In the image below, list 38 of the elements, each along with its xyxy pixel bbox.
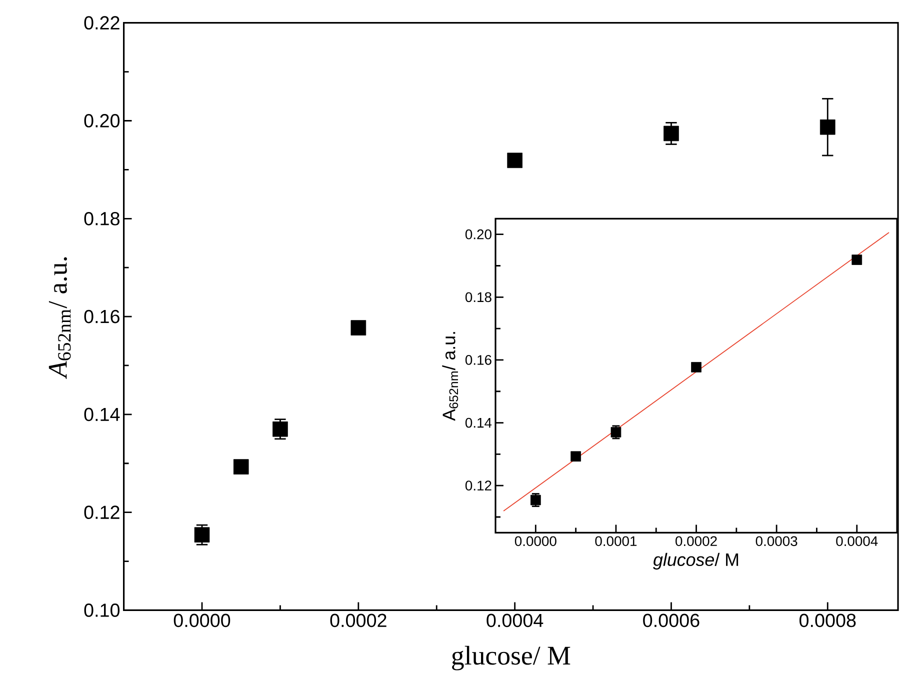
- x-tick-label: 0.0006: [643, 614, 700, 628]
- y-tick-label: 0.16: [84, 310, 120, 324]
- point: [272, 422, 288, 437]
- x-tick-label: 0.0001: [595, 536, 637, 546]
- x-tick-label: 0.0004: [486, 614, 544, 628]
- y-tick-label: 0.12: [84, 506, 120, 520]
- point: [610, 427, 622, 438]
- x-tick-label: 0.0003: [756, 536, 798, 546]
- point: [194, 527, 210, 543]
- point: [691, 362, 702, 373]
- x-axis-title: glucose/ M: [452, 646, 570, 670]
- x-tick-label: 0.0002: [330, 614, 386, 628]
- y-tick-label: 0.20: [465, 230, 492, 240]
- point: [664, 126, 679, 142]
- y-tick-label: 0.16: [465, 355, 492, 366]
- point: [233, 459, 249, 475]
- y-tick-label: 0.12: [465, 480, 492, 491]
- point: [820, 120, 836, 135]
- y-tick-label: 0.18: [84, 212, 120, 226]
- x-tick-label: 0.0002: [676, 536, 717, 546]
- point: [530, 495, 541, 506]
- point: [570, 451, 581, 462]
- y-tick-label: 0.22: [84, 16, 120, 30]
- x-tick-label: 0.0008: [799, 614, 856, 628]
- y-tick-label: 0.14: [465, 418, 492, 428]
- point: [507, 152, 522, 168]
- x-axis-title: glucose/ M: [653, 553, 738, 570]
- x-tick-label: 0.0000: [514, 536, 556, 546]
- x-tick-label: 0.0000: [174, 614, 230, 628]
- point: [350, 320, 366, 336]
- x-tick-label: 0.0004: [836, 536, 878, 546]
- y-tick-label: 0.14: [84, 408, 120, 422]
- y-tick-label: 0.20: [84, 114, 120, 128]
- y-tick-label: 0.10: [84, 604, 120, 618]
- y-axis-title: A$_{652nm}$/ a.u.: [442, 332, 458, 422]
- y-axis-title: A$_{652nm}$/ a.u.: [48, 257, 71, 380]
- y-tick-label: 0.18: [465, 292, 492, 302]
- point: [852, 254, 862, 266]
